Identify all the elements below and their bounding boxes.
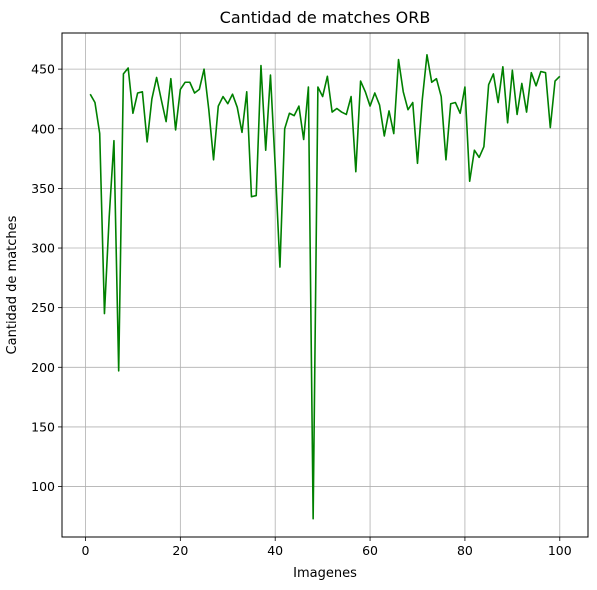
series-layer <box>89 54 561 520</box>
grid-lines <box>62 33 588 537</box>
x-tick-label: 60 <box>362 543 378 558</box>
x-tick-label: 0 <box>82 543 90 558</box>
y-tick-label: 400 <box>31 121 55 136</box>
y-tick-label: 200 <box>31 360 55 375</box>
y-tick-label: 150 <box>31 419 55 434</box>
y-tick-label: 350 <box>31 181 55 196</box>
x-tick-label: 40 <box>267 543 283 558</box>
y-tick-label: 300 <box>31 241 55 256</box>
plot-frame <box>61 32 589 538</box>
y-tick-label: 450 <box>31 62 55 77</box>
chart-title: Cantidad de matches ORB <box>220 8 431 27</box>
x-axis-label: Imagenes <box>293 566 357 581</box>
x-tick-label: 100 <box>548 543 572 558</box>
y-tick-label: 100 <box>31 479 55 494</box>
y-axis-label: Cantidad de matches <box>5 215 20 354</box>
axis-ticks: 0 20 40 60 80 100 100 150 200 250 300 350 400 450 <box>31 62 572 558</box>
x-tick-label: 80 <box>457 543 473 558</box>
y-tick-label: 250 <box>31 300 55 315</box>
x-tick-label: 20 <box>172 543 188 558</box>
series-line <box>89 54 561 520</box>
